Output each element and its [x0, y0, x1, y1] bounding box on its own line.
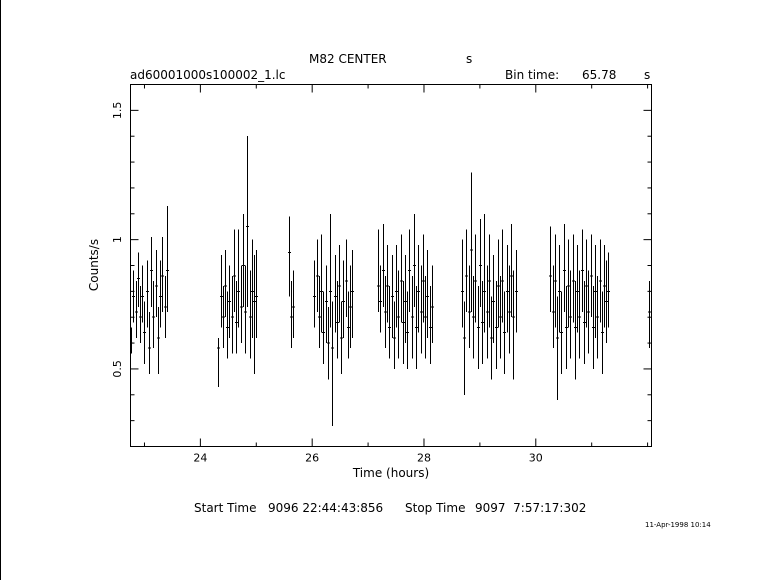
y-axis-label: Counts/s: [87, 239, 101, 291]
x-tick-labels: 24 26 28 30: [193, 452, 542, 465]
stop-time-value: 9097 7:57:17:302: [475, 501, 587, 515]
data-series: [130, 136, 651, 426]
bin-time-unit: s: [644, 68, 651, 82]
x-tick-label: 30: [529, 452, 543, 465]
chart-title-suffix: s: [466, 52, 473, 66]
y-tick-labels: 0.5 1 1.5: [111, 102, 124, 378]
y-tick-label: 1.5: [111, 102, 124, 120]
start-time-label: Start Time: [194, 501, 257, 515]
filename-label: ad60001000s100002_1.lc: [130, 68, 286, 82]
bin-time-value: 65.78: [582, 68, 617, 82]
date-stamp: 11-Apr-1998 10:14: [645, 521, 711, 529]
x-tick-label: 24: [193, 452, 207, 465]
y-tick-label: 1: [111, 236, 124, 243]
stop-time-label: Stop Time: [405, 501, 466, 515]
x-tick-label: 28: [417, 452, 431, 465]
y-tick-label: 0.5: [111, 360, 124, 378]
bin-time-label: Bin time:: [505, 68, 560, 82]
window-left-edge: [0, 0, 1, 580]
x-axis-label: Time (hours): [352, 466, 429, 480]
start-time-value: 9096 22:44:43:856: [268, 501, 384, 515]
x-tick-label: 26: [305, 452, 319, 465]
chart-title: M82 CENTER: [309, 52, 387, 66]
